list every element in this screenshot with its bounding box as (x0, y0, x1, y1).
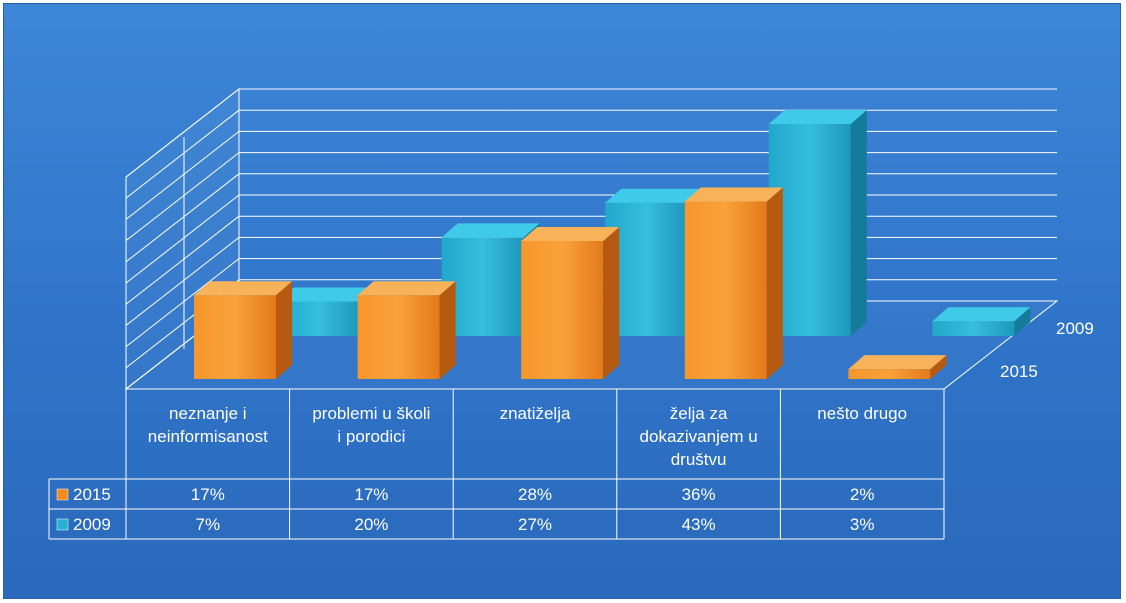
bar-2009-3 (768, 110, 867, 336)
category-label: društvu (671, 450, 727, 469)
bar-front (932, 321, 1015, 336)
bar-top (194, 281, 292, 296)
bar-front (194, 295, 276, 379)
bar-top (521, 226, 620, 241)
data-label: 17% (191, 485, 225, 504)
bar-side (1014, 307, 1031, 336)
data-label: 43% (682, 515, 716, 534)
data-table: neznanje i neinformisanost problemi u škol… (48, 389, 945, 540)
data-label: 7% (196, 515, 221, 534)
side-gridline (125, 173, 240, 263)
depth-label-back: 2009 (1056, 319, 1094, 338)
side-gridline (125, 131, 240, 220)
chart-walls (124, 87, 1059, 391)
series-name: 2015 (73, 485, 111, 504)
category-label: želja za (670, 404, 728, 423)
data-label: 17% (354, 485, 388, 504)
bar-front (848, 369, 931, 379)
bar-2009-4 (932, 307, 1031, 336)
data-label: 3% (850, 515, 875, 534)
side-gridline (125, 258, 240, 347)
bar-front (521, 240, 604, 379)
bar-side (850, 110, 867, 336)
bar-front (684, 201, 767, 379)
bar-side (766, 187, 783, 379)
side-gridline (125, 237, 240, 326)
side-gridline (125, 88, 240, 178)
bar-side (439, 281, 456, 379)
bar-2015-4 (848, 355, 947, 379)
data-label: 20% (354, 515, 388, 534)
category-label: i porodici (337, 427, 405, 446)
bar-top (684, 187, 783, 202)
series-name: 2009 (73, 515, 111, 534)
bar-top (605, 188, 704, 203)
category-label: neznanje i (169, 404, 247, 423)
data-label: 28% (518, 485, 552, 504)
side-gridline (125, 194, 240, 284)
bar-top (278, 287, 376, 302)
category-label: problemi u školi (312, 404, 430, 423)
legend-key-2009 (56, 518, 69, 531)
bar-2015-3 (684, 187, 783, 379)
bar-chart-3d: 2009 2015 neznanje i neinformisanost proble… (48, 87, 1094, 540)
side-gridline (125, 215, 240, 305)
category-label: neinformisanost (148, 427, 268, 446)
data-label: 36% (682, 485, 716, 504)
chart-area: 2009 2015 neznanje i neinformisanost proble… (3, 3, 1121, 599)
category-label: dokazivanjem u (640, 427, 758, 446)
data-label: 2% (850, 485, 875, 504)
bar-2015-1 (357, 281, 456, 379)
bar-front (357, 295, 440, 379)
bar-2015-2 (521, 226, 620, 379)
bar-top (441, 223, 540, 238)
depth-label-front: 2015 (1000, 362, 1038, 381)
legend-key-2015 (56, 488, 69, 501)
side-gridline (125, 109, 240, 199)
chart-bars (194, 110, 1031, 379)
bar-side (603, 226, 620, 379)
data-label: 27% (518, 515, 552, 534)
category-label: nešto drugo (817, 404, 907, 423)
bar-side (930, 355, 947, 379)
bar-top (932, 307, 1031, 322)
category-label: znatiželja (500, 404, 571, 423)
side-gridline (125, 152, 240, 241)
bar-top (848, 355, 947, 370)
depth-axis-labels: 2009 2015 (1000, 319, 1094, 381)
bar-top (768, 110, 867, 125)
bar-side (276, 281, 292, 379)
bar-top (357, 281, 456, 296)
bar-2015-0 (194, 281, 292, 379)
